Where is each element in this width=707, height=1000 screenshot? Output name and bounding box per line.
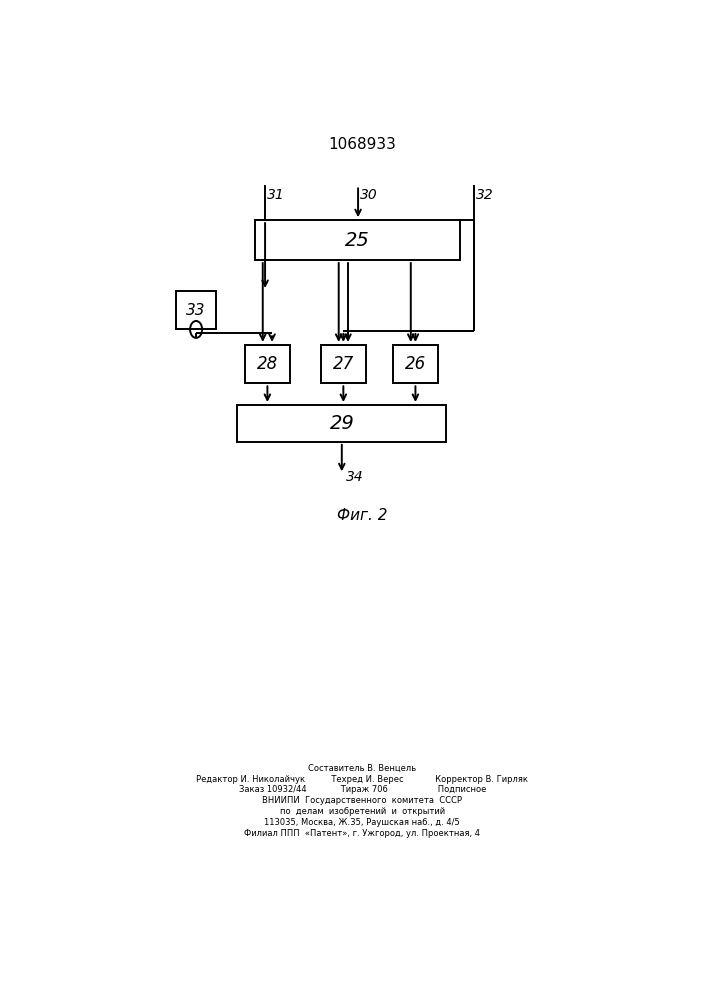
Text: ВНИИПИ  Государственного  комитета  СССР: ВНИИПИ Государственного комитета СССР xyxy=(262,796,462,805)
Text: Заказ 10932/44             Тираж 706                   Подписное: Заказ 10932/44 Тираж 706 Подписное xyxy=(239,785,486,794)
Bar xyxy=(237,405,446,442)
Bar xyxy=(176,291,216,329)
Text: 26: 26 xyxy=(405,355,426,373)
Text: 30: 30 xyxy=(361,188,378,202)
Text: 33: 33 xyxy=(187,303,206,318)
Text: 27: 27 xyxy=(333,355,354,373)
Bar xyxy=(393,345,438,383)
Text: Составитель В. Венцель: Составитель В. Венцель xyxy=(308,764,416,773)
Bar xyxy=(321,345,366,383)
Text: 34: 34 xyxy=(346,470,363,484)
Text: 32: 32 xyxy=(476,188,493,202)
Text: Филиал ППП  «Патент», г. Ужгород, ул. Проектная, 4: Филиал ППП «Патент», г. Ужгород, ул. Про… xyxy=(245,829,480,838)
Text: 29: 29 xyxy=(329,414,354,433)
Text: 113035, Москва, Ж․35, Раушская наб., д. 4/5: 113035, Москва, Ж․35, Раушская наб., д. … xyxy=(264,818,460,827)
Text: 1068933: 1068933 xyxy=(328,137,397,152)
Text: Редактор И. Николайчук          Техред И. Верес            Корректор В. Гирляк: Редактор И. Николайчук Техред И. Верес К… xyxy=(197,775,528,784)
Bar xyxy=(245,345,290,383)
Bar xyxy=(255,220,460,260)
Text: 25: 25 xyxy=(345,231,370,250)
Text: Фиг. 2: Фиг. 2 xyxy=(337,508,387,523)
Text: 31: 31 xyxy=(267,188,285,202)
Text: по  делам  изобретений  и  открытий: по делам изобретений и открытий xyxy=(280,807,445,816)
Text: 28: 28 xyxy=(257,355,278,373)
